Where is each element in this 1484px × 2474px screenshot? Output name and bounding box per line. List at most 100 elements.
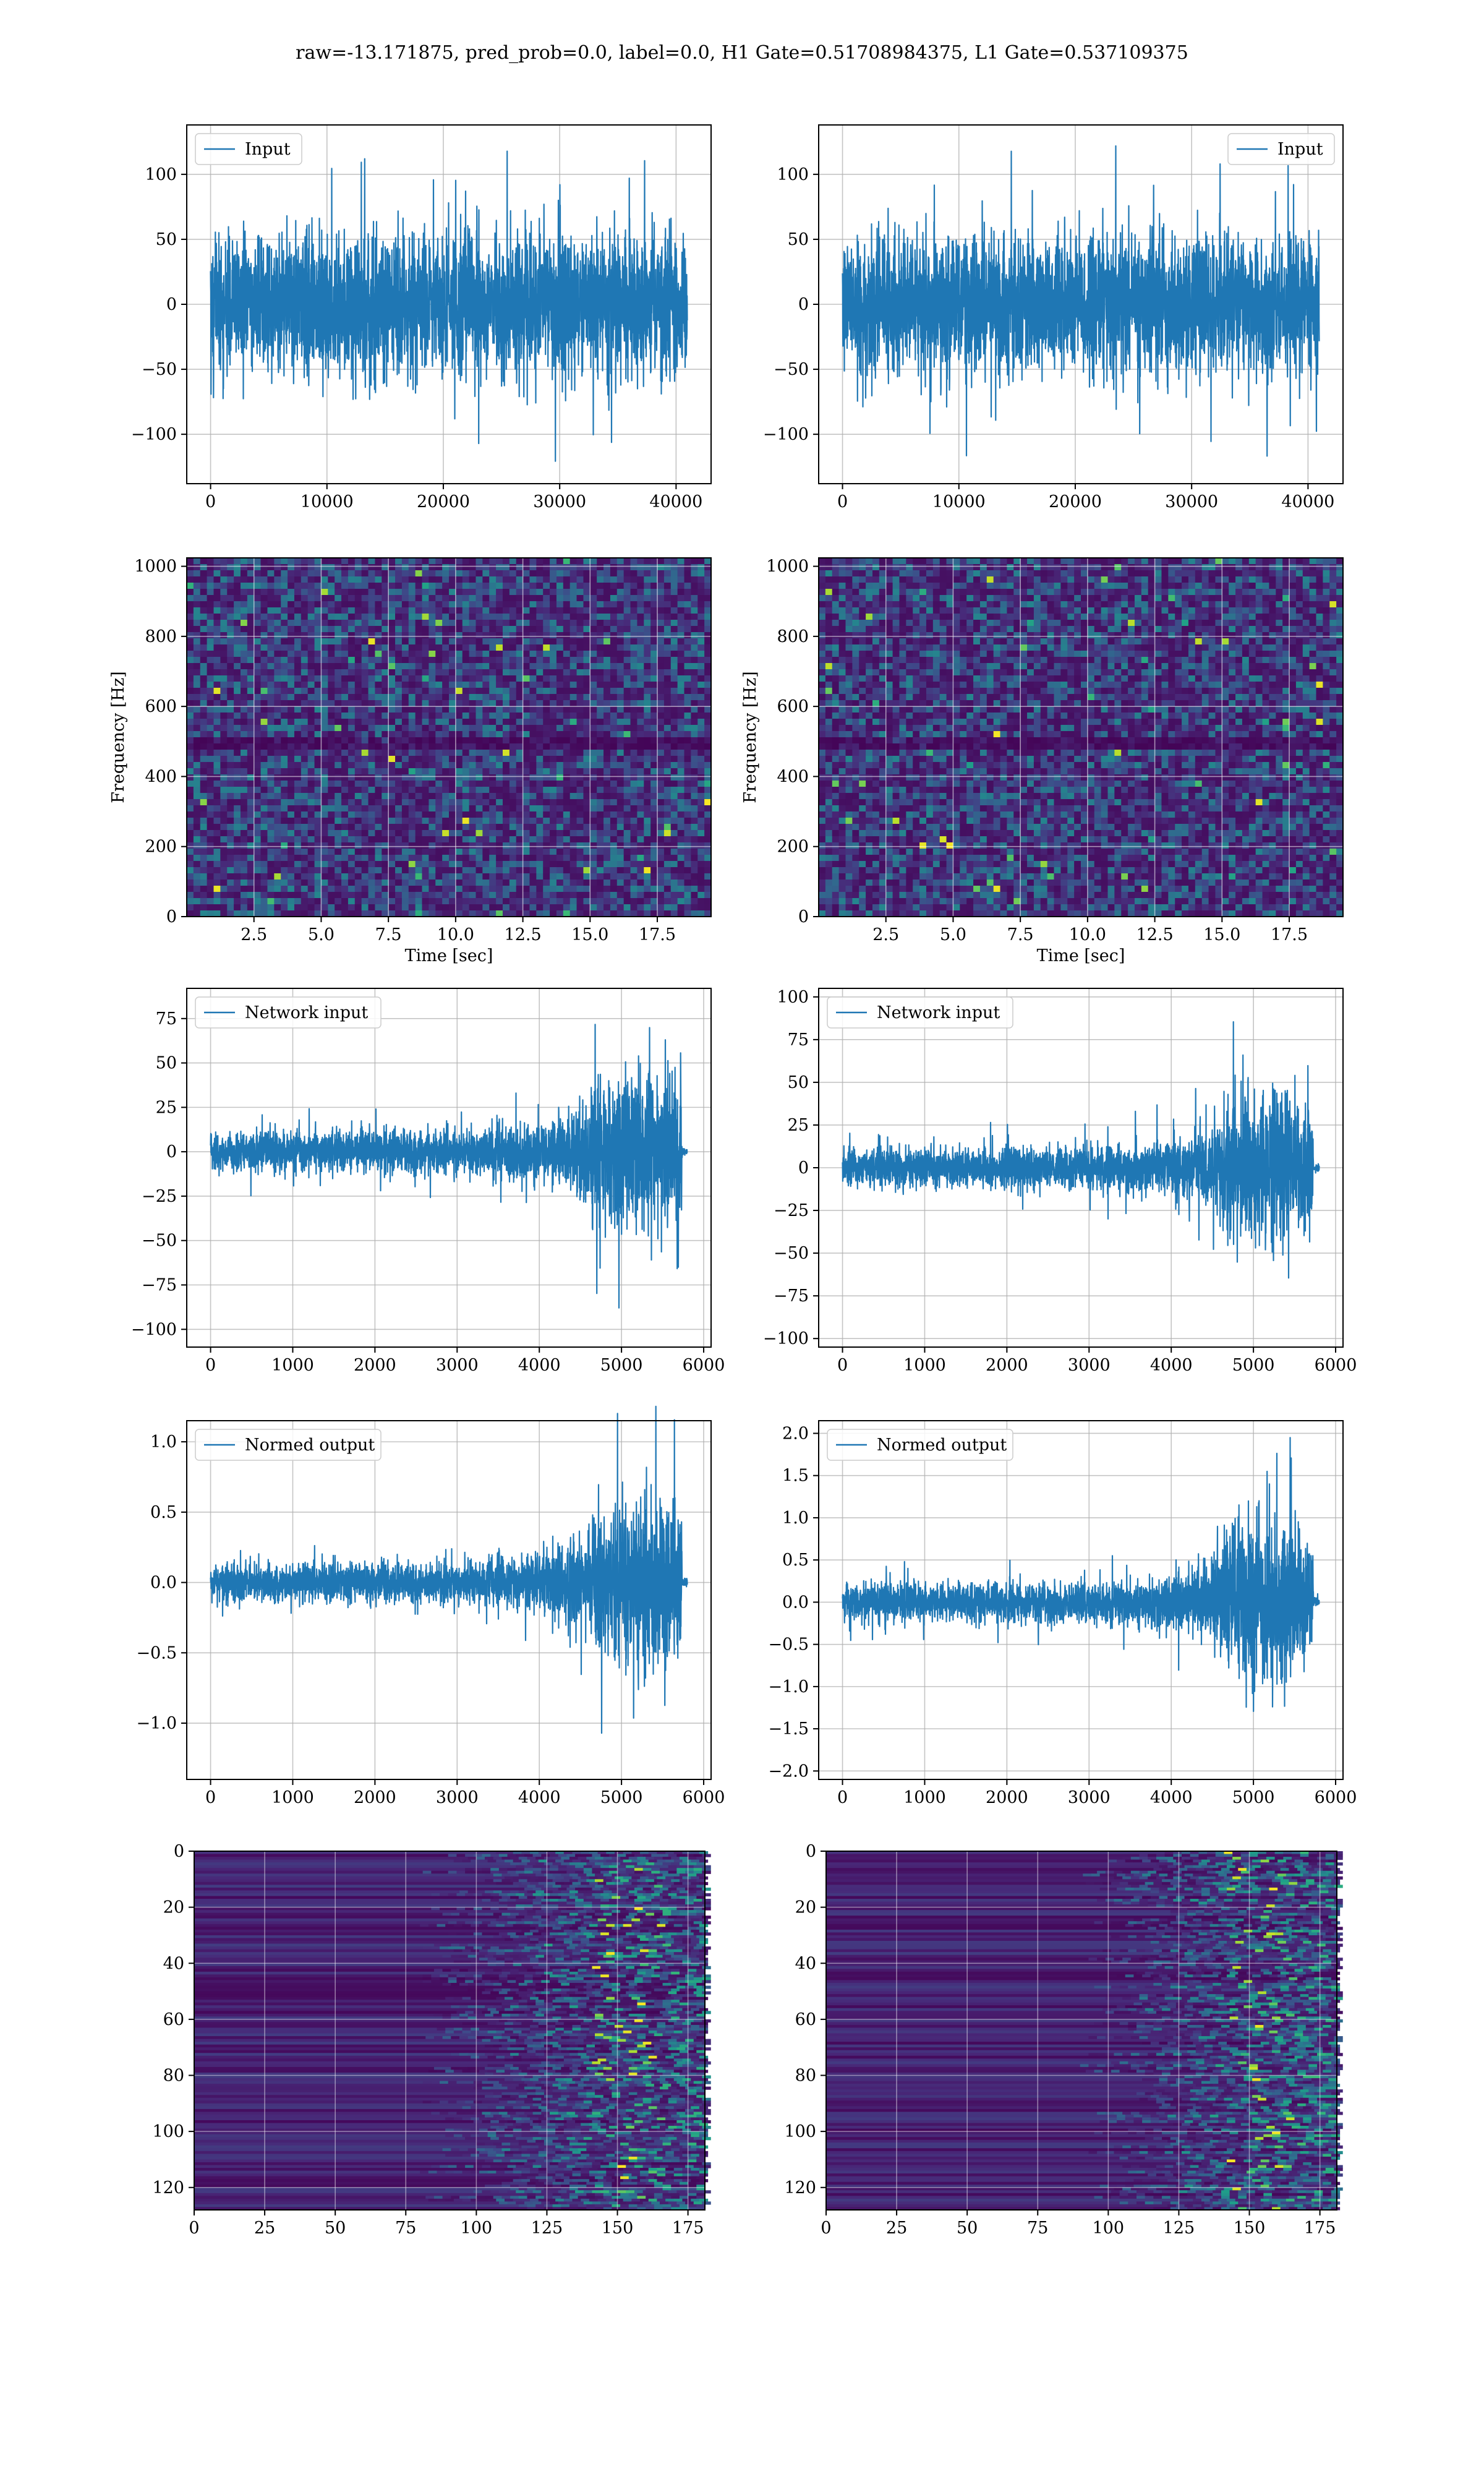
spectrogram-h1-cell (597, 805, 604, 812)
spectrogram-h1-cell (247, 910, 255, 917)
spectrogram-h1-cell (583, 638, 591, 645)
spectrogram-h1-cell (435, 836, 443, 843)
spectrogram-h1-cell (361, 762, 369, 769)
spectrogram-h1-cell (563, 750, 571, 756)
spectrogram-h1-cell (516, 570, 524, 577)
spectrogram-h1-cell (274, 867, 281, 874)
spectrogram-h1-cell (616, 811, 625, 818)
spectrogram-h1-cell (354, 638, 362, 645)
spectrogram-h1-cell (610, 818, 618, 824)
spectrogram-h1-cell (563, 855, 571, 862)
spectrogram-h1-cell (603, 719, 611, 726)
spectrogram-h1-cell (187, 576, 194, 583)
spectrogram-h1-cell (529, 669, 537, 676)
spectrogram-h1-cell (247, 583, 255, 589)
spectrogram-h1-cell (395, 614, 403, 620)
spectrogram-l1-cell (1148, 558, 1156, 565)
spectrogram-h1-cell (610, 824, 618, 831)
spectrogram-h1-cell (603, 861, 611, 868)
spectrogram-h1-cell (354, 774, 362, 781)
spectrogram-l1-cell (1188, 576, 1196, 583)
spectrogram-h1-cell (213, 787, 221, 794)
spectrogram-h1-cell (301, 799, 309, 806)
spectrogram-l1-cell (1094, 576, 1102, 583)
spectrogram-h1-cell (335, 867, 342, 874)
spectrogram-l1-cell (825, 583, 833, 589)
spectrogram-h1-cell (637, 756, 644, 763)
spectrogram-h1-cell (644, 607, 651, 614)
spectrogram-h1-cell (368, 880, 376, 886)
spectrogram-h1-cell (637, 787, 644, 794)
spectrogram-h1-cell (321, 910, 328, 917)
spectrogram-h1-cell (704, 805, 712, 812)
spectrogram-h1-cell (677, 731, 685, 738)
spectrogram-h1-cell (321, 675, 328, 682)
spectrogram-h1-cell (550, 576, 557, 583)
spectrogram-h1-cell (529, 688, 537, 695)
spectrogram-h1-cell (509, 855, 517, 862)
spectrogram-h1-cell (193, 601, 201, 608)
spectrogram-h1-cell (597, 830, 604, 837)
spectrogram-h1-cell (382, 873, 389, 880)
spectrogram-h1-cell (556, 614, 564, 620)
spectrogram-h1-cell (603, 805, 611, 812)
spectrogram-h1-cell (234, 601, 241, 608)
spectrogram-h1-cell (429, 669, 436, 676)
spectrogram-h1-cell (368, 750, 376, 756)
spectrogram-h1-cell (213, 849, 221, 855)
spectrogram-h1-cell (234, 682, 241, 688)
spectrogram-h1-cell (684, 910, 691, 917)
spectrogram-h1-cell (422, 768, 429, 775)
spectrogram-h1-cell (536, 675, 544, 682)
spectrogram-h1-cell (522, 781, 531, 787)
input-l1-ytick-label-4: 100 (777, 165, 809, 184)
spectrogram-l1-cell (1316, 558, 1323, 565)
spectrogram-h1-cell (220, 620, 228, 627)
spectrogram-h1-cell (341, 713, 349, 719)
spectrogram-h1-cell (590, 564, 597, 571)
spectrogram-h1-cell (704, 570, 712, 577)
spectrogram-h1-cell (382, 719, 389, 726)
spectrogram-h1-cell (644, 873, 651, 880)
spectrogram-h1-cell (684, 576, 691, 583)
spectrogram-h1-cell (213, 811, 221, 818)
spectrogram-h1-cell (644, 818, 651, 824)
spectrogram-h1-cell (644, 632, 651, 639)
spectrogram-h1-cell (382, 657, 389, 664)
spectrogram-h1-cell (691, 830, 698, 837)
spectrogram-h1-cell (475, 589, 483, 596)
spectrogram-h1-cell (630, 632, 638, 639)
spectrogram-h1-cell (260, 570, 268, 577)
spectrogram-h1-cell (187, 700, 194, 707)
spectrogram-l1-cell (1054, 558, 1061, 565)
spectrogram-h1-cell (536, 601, 544, 608)
spectrogram-h1-cell (650, 787, 658, 794)
spectrogram-h1-cell (294, 910, 302, 917)
spectrogram-h1-cell (475, 818, 483, 824)
spectrogram-h1-cell (637, 910, 644, 917)
spectrogram-h1-cell (630, 719, 638, 726)
spectrogram-h1-cell (375, 731, 382, 738)
spectrogram-h1-cell (543, 682, 550, 688)
spectrogram-h1-cell (227, 861, 234, 868)
spectrogram-h1-cell (691, 756, 698, 763)
spectrogram-h1-cell (556, 836, 564, 843)
spectrogram-h1-cell (536, 682, 544, 688)
spectrogram-h1-cell (509, 564, 517, 571)
spectrogram-h1-cell (637, 607, 644, 614)
spectrogram-h1-cell (637, 713, 644, 719)
spectrogram-h1-cell (193, 811, 201, 818)
spectrogram-h1-cell (469, 842, 477, 849)
spectrogram-h1-cell (597, 607, 604, 614)
spectrogram-h1-cell (449, 626, 456, 633)
spectrogram-h1-cell (354, 644, 362, 651)
spectrogram-h1-cell (697, 886, 705, 892)
spectrogram-h1-cell (435, 713, 443, 719)
spectrogram-h1-cell (455, 632, 463, 639)
spectrogram-h1-cell (301, 607, 309, 614)
spectrogram-h1-cell (650, 576, 658, 583)
spectrogram-h1-cell (335, 811, 342, 818)
spectrogram-h1-cell (469, 910, 477, 917)
spectrogram-h1-cell (704, 774, 712, 781)
spectrogram-h1-cell (496, 886, 503, 892)
